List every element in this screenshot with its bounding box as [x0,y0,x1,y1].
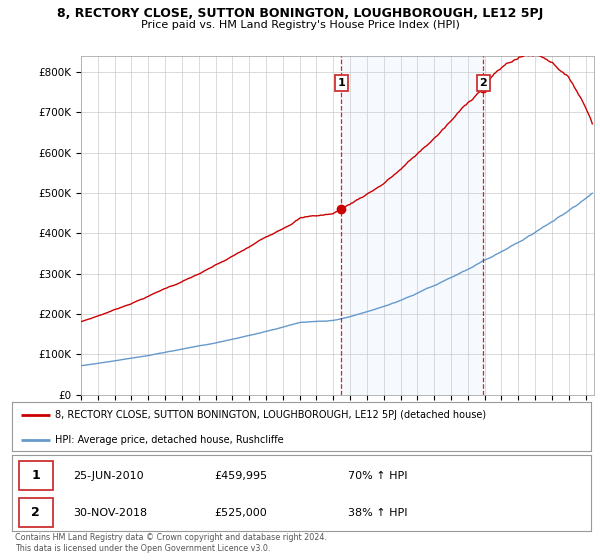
Text: 8, RECTORY CLOSE, SUTTON BONINGTON, LOUGHBOROUGH, LE12 5PJ (detached house): 8, RECTORY CLOSE, SUTTON BONINGTON, LOUG… [55,410,487,421]
Text: HPI: Average price, detached house, Rushcliffe: HPI: Average price, detached house, Rush… [55,435,284,445]
FancyBboxPatch shape [19,461,53,490]
Text: Contains HM Land Registry data © Crown copyright and database right 2024.
This d: Contains HM Land Registry data © Crown c… [15,533,327,553]
Text: £525,000: £525,000 [215,508,268,518]
Text: 30-NOV-2018: 30-NOV-2018 [73,508,147,518]
Text: 2: 2 [479,78,487,88]
Text: 25-JUN-2010: 25-JUN-2010 [73,471,143,480]
Bar [341,56,484,395]
Text: 1: 1 [337,78,345,88]
Text: 70% ↑ HPI: 70% ↑ HPI [348,471,407,480]
Text: 38% ↑ HPI: 38% ↑ HPI [348,508,407,518]
Text: 8, RECTORY CLOSE, SUTTON BONINGTON, LOUGHBOROUGH, LE12 5PJ: 8, RECTORY CLOSE, SUTTON BONINGTON, LOUG… [57,7,543,20]
Text: Price paid vs. HM Land Registry's House Price Index (HPI): Price paid vs. HM Land Registry's House … [140,20,460,30]
FancyBboxPatch shape [19,498,53,527]
Text: £459,995: £459,995 [215,471,268,480]
Text: 1: 1 [31,469,40,482]
Text: 2: 2 [31,506,40,519]
